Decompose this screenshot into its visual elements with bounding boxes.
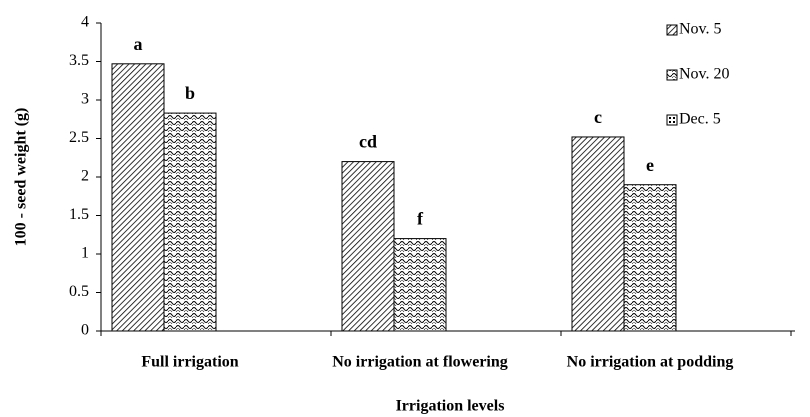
y-tick-label: 2 [81, 168, 89, 185]
bar-annotation: cd [359, 132, 377, 152]
legend-label: Nov. 20 [679, 66, 730, 83]
bar [393, 238, 447, 332]
bar-annotation: f [417, 209, 424, 229]
bar [111, 63, 165, 332]
legend-swatch [666, 114, 678, 126]
bar [571, 136, 625, 332]
x-tick-label: No irrigation at flowering [332, 354, 508, 371]
y-axis-title: 100 - seed weight (g) [13, 108, 30, 247]
bar-annotation: b [185, 83, 195, 103]
x-tick-label: No irrigation at podding [567, 354, 734, 371]
bar-annotation: c [594, 107, 602, 127]
y-tick-label: 4 [81, 14, 89, 31]
bar [623, 184, 677, 332]
bar [341, 161, 395, 332]
y-tick-label: 3 [81, 91, 89, 108]
y-tick-label: 1 [81, 245, 89, 262]
y-tick-label: 1.5 [69, 206, 89, 223]
legend-swatch [666, 24, 678, 36]
x-tick-label: Full irrigation [141, 354, 238, 371]
legend-label: Nov. 5 [679, 21, 722, 38]
y-tick-label: 2.5 [69, 129, 89, 146]
bar-annotation: e [646, 155, 654, 175]
bar-annotation: a [134, 34, 143, 54]
y-tick-label: 3.5 [69, 52, 89, 69]
legend-swatch [666, 69, 678, 81]
y-tick-label: 0 [81, 322, 89, 339]
legend-label: Dec. 5 [679, 111, 721, 128]
y-tick-label: 0.5 [69, 283, 89, 300]
bar [163, 112, 217, 332]
x-axis-title: Irrigation levels [396, 398, 505, 415]
